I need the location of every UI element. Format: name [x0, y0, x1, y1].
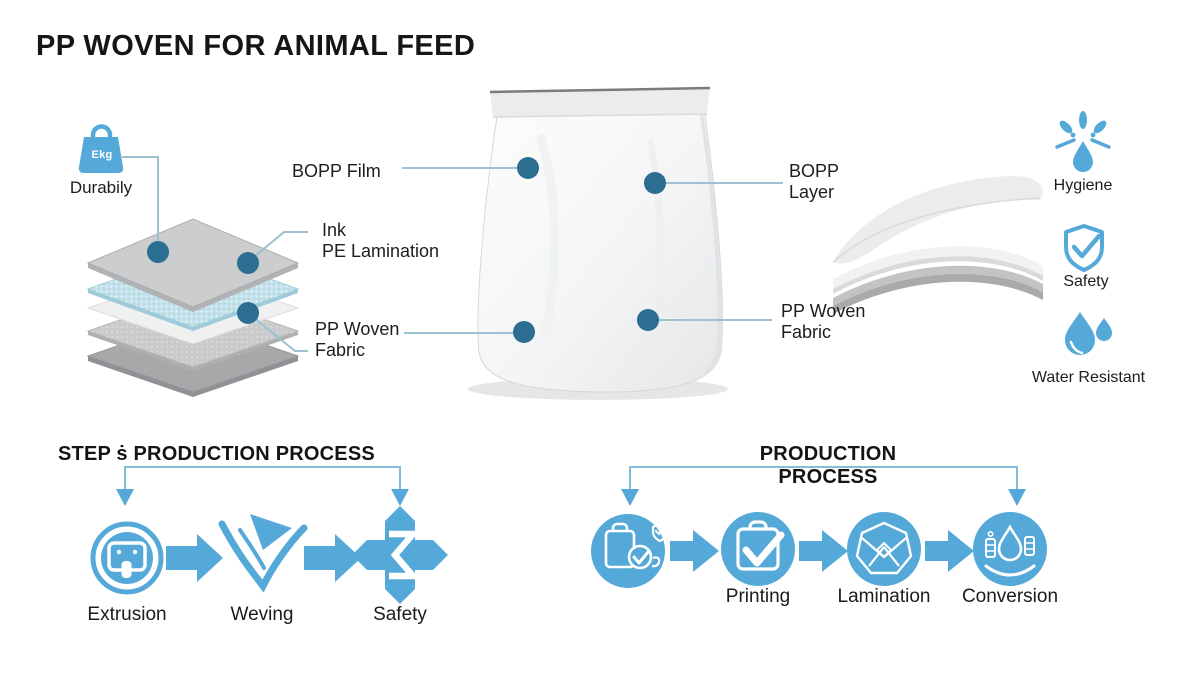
page-title: PP WOVEN FOR ANIMAL FEED: [36, 30, 476, 62]
right-process-bracket: [621, 466, 1026, 506]
clipboard-check-icon: [721, 512, 795, 586]
bag-dot: [637, 309, 659, 331]
bopp-layer-line1: BOPP: [789, 161, 840, 181]
weight-bag-icon: [78, 124, 124, 173]
right-layer-stack: [832, 175, 1043, 314]
right-arrow-icon: [799, 530, 848, 572]
down-arrow-icon: [621, 489, 639, 506]
weaving-fabric-icon: [218, 514, 308, 593]
bopp-layer-label: BOPP Layer: [789, 161, 839, 203]
layer-dot: [237, 252, 259, 274]
hygiene-label: Hygiene: [1053, 177, 1113, 194]
wrapped-film-icon: [847, 512, 921, 586]
right-process-heading: PRODUCTION PROCESS: [759, 443, 897, 488]
pp-woven-left-label: PP Woven Fabric: [315, 319, 399, 361]
safety-step-label: Safety: [373, 604, 427, 625]
bopp-film-label: BOPP Film: [292, 161, 381, 181]
bag-dot: [644, 172, 666, 194]
extrusion-step-label: Extrusion: [87, 604, 167, 625]
durability-badge-text: Ekg: [91, 149, 113, 161]
lamination-step-label: Lamination: [837, 586, 931, 607]
bag-dot: [513, 321, 535, 343]
bag-dot: [517, 157, 539, 179]
water-resistant-label: Water Resistant: [1031, 369, 1146, 386]
right-arrow-icon: [166, 534, 223, 582]
shield-check-icon: [1064, 224, 1104, 272]
drop-machine-icon: [973, 512, 1047, 586]
extruder-machine-icon: [90, 521, 164, 595]
pp-woven-left-line1: PP Woven: [315, 319, 400, 339]
feed-bag-image: [468, 86, 728, 400]
right-arrow-icon: [670, 530, 719, 572]
layer-dot: [237, 302, 259, 324]
down-arrow-icon: [391, 489, 409, 506]
ink-label-line2: PE Lamination: [322, 241, 440, 261]
bopp-layer-line2: Layer: [789, 182, 835, 202]
pp-woven-right-label: PP Woven Fabric: [781, 301, 865, 343]
pp-woven-left-stack-connector: [247, 312, 308, 352]
safety-feature-label: Safety: [1063, 273, 1109, 290]
right-arrow-icon: [304, 534, 361, 582]
weving-step-label: Weving: [230, 604, 294, 625]
ink-connector: [247, 231, 308, 263]
callout-dots: [147, 157, 666, 343]
connector-lines: [122, 156, 783, 352]
down-arrow-icon: [116, 489, 134, 506]
durability-label: Durabily: [69, 178, 133, 197]
ink-pe-lamination-label: Ink PE Lamination: [322, 220, 439, 262]
down-arrow-icon: [1008, 489, 1026, 506]
durability-connector: [122, 156, 159, 251]
pp-woven-right-line1: PP Woven: [781, 301, 866, 321]
conversion-step-label: Conversion: [961, 586, 1059, 607]
printing-step-label: Printing: [725, 586, 791, 607]
layer-dot: [147, 241, 169, 263]
quality-inspection-icon: [591, 514, 669, 588]
cross-arrows-icon: [352, 506, 448, 604]
pp-woven-left-line2: Fabric: [315, 340, 366, 360]
hygiene-splash-icon: [1055, 111, 1111, 172]
left-process-heading: STEP ṡ PRODUCTION PROCESS: [58, 443, 375, 465]
pp-woven-right-line2: Fabric: [781, 322, 832, 342]
water-drops-icon: [1065, 312, 1112, 355]
left-process-bracket: [116, 466, 409, 506]
ink-label-line1: Ink: [322, 220, 347, 240]
right-arrow-icon: [925, 530, 974, 572]
